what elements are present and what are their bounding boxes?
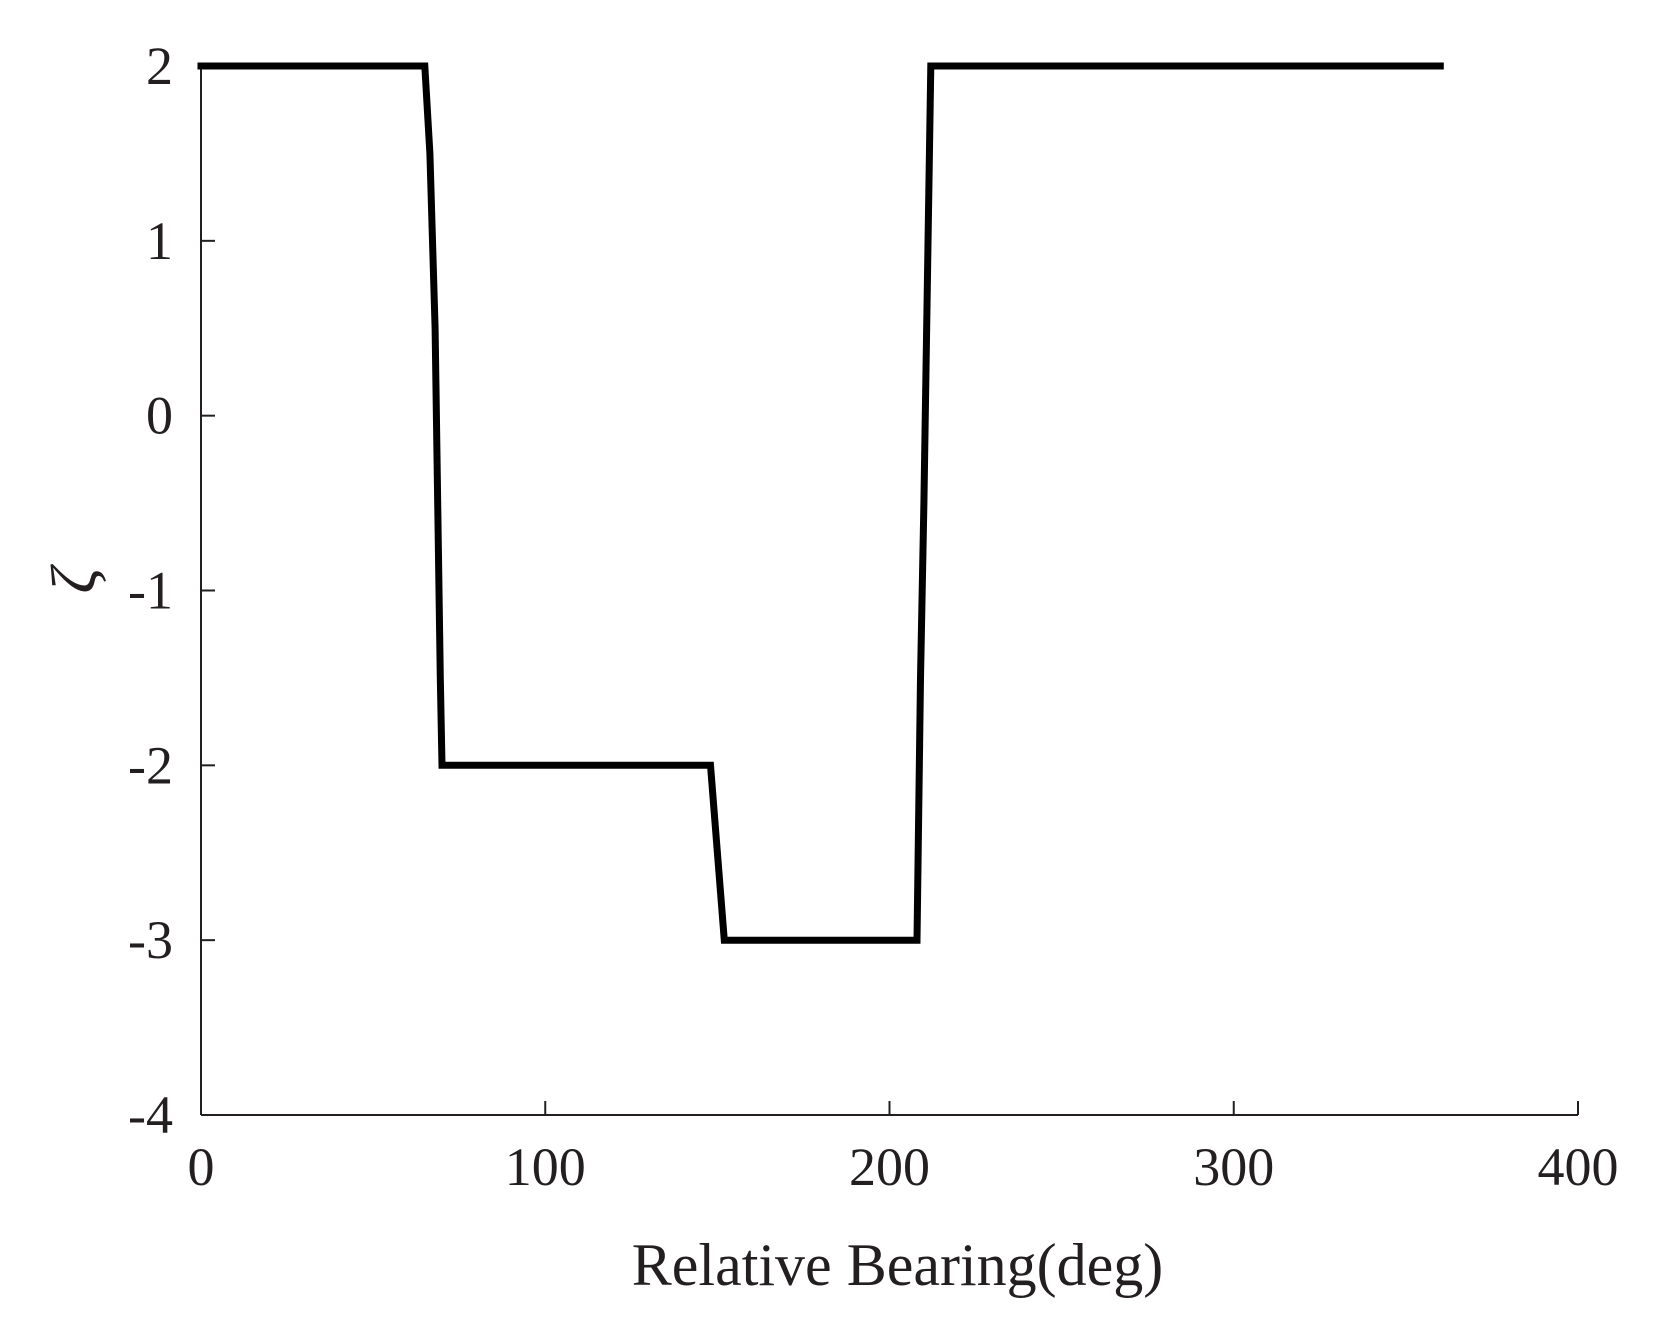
y-tick-label: -1	[128, 561, 173, 621]
y-tick-label: -4	[128, 1085, 173, 1145]
x-tick-label: 400	[1538, 1137, 1619, 1197]
y-tick-label: 0	[146, 386, 173, 446]
series-layer	[197, 62, 1444, 944]
x-ticks: 0 100 200 300 400	[188, 1101, 1619, 1197]
x-tick-label: 200	[849, 1137, 930, 1197]
x-tick-label: 300	[1193, 1137, 1274, 1197]
x-axis-title: Relative Bearing(deg)	[632, 1232, 1163, 1298]
series-line-0	[197, 62, 1444, 944]
y-tick-label: -3	[128, 910, 173, 970]
y-tick-label: 1	[146, 211, 173, 271]
x-tick-label: 0	[188, 1137, 215, 1197]
y-tick-label: -2	[128, 735, 173, 795]
y-tick-label: 2	[146, 36, 173, 96]
axes	[200, 64, 1578, 1116]
x-tick-label: 100	[505, 1137, 586, 1197]
y-ticks: -4 -3 -2 -1 0 1 2	[128, 36, 215, 1145]
y-axis-title: ζ	[38, 563, 109, 593]
